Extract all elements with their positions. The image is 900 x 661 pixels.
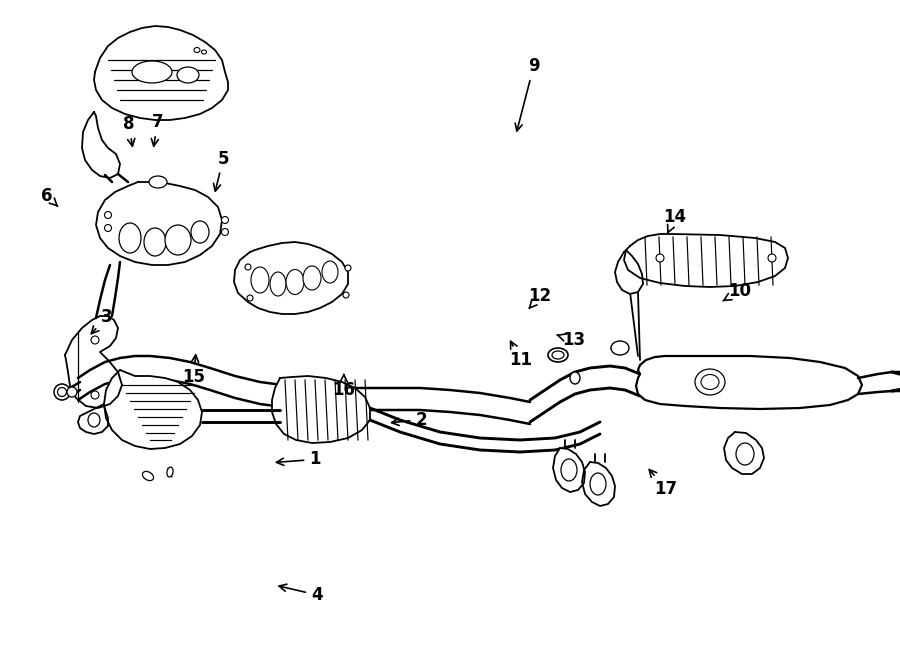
Ellipse shape	[54, 384, 70, 400]
Ellipse shape	[656, 254, 664, 262]
Ellipse shape	[202, 50, 206, 54]
Ellipse shape	[221, 217, 229, 223]
Polygon shape	[96, 182, 222, 265]
Polygon shape	[272, 376, 370, 443]
Ellipse shape	[166, 467, 173, 477]
Ellipse shape	[303, 266, 321, 290]
Ellipse shape	[67, 387, 77, 397]
Ellipse shape	[165, 225, 191, 255]
Text: 9: 9	[515, 57, 539, 131]
Ellipse shape	[149, 176, 167, 188]
Polygon shape	[65, 316, 122, 408]
Text: 5: 5	[213, 149, 229, 191]
Text: 8: 8	[123, 115, 135, 146]
Polygon shape	[234, 242, 348, 314]
Ellipse shape	[144, 228, 166, 256]
Polygon shape	[624, 234, 788, 287]
Ellipse shape	[88, 413, 100, 427]
Ellipse shape	[91, 336, 99, 344]
Text: 16: 16	[332, 375, 356, 399]
Ellipse shape	[345, 265, 351, 271]
Ellipse shape	[270, 272, 286, 296]
Ellipse shape	[590, 473, 606, 495]
Ellipse shape	[695, 369, 725, 395]
Ellipse shape	[611, 341, 629, 355]
Ellipse shape	[191, 221, 209, 243]
Ellipse shape	[91, 391, 99, 399]
Ellipse shape	[322, 261, 338, 283]
Ellipse shape	[194, 48, 200, 52]
Ellipse shape	[548, 348, 568, 362]
Polygon shape	[615, 250, 643, 294]
Ellipse shape	[343, 292, 349, 298]
Ellipse shape	[104, 225, 112, 231]
Polygon shape	[636, 356, 862, 409]
Polygon shape	[82, 112, 120, 178]
Ellipse shape	[768, 254, 776, 262]
Text: 12: 12	[528, 287, 552, 308]
Polygon shape	[104, 370, 202, 449]
Text: 2: 2	[392, 410, 427, 429]
Text: 6: 6	[41, 186, 58, 206]
Polygon shape	[724, 432, 764, 474]
Ellipse shape	[58, 387, 67, 397]
Ellipse shape	[251, 267, 269, 293]
Ellipse shape	[736, 443, 754, 465]
Text: 3: 3	[91, 308, 112, 334]
Polygon shape	[553, 448, 585, 492]
Polygon shape	[94, 26, 228, 120]
Ellipse shape	[119, 223, 141, 253]
Ellipse shape	[247, 295, 253, 301]
Ellipse shape	[104, 212, 112, 219]
Polygon shape	[582, 462, 615, 506]
Ellipse shape	[561, 459, 577, 481]
Text: 1: 1	[276, 450, 320, 469]
Ellipse shape	[570, 372, 580, 384]
Text: 13: 13	[557, 331, 586, 350]
Text: 7: 7	[151, 113, 163, 146]
Ellipse shape	[132, 61, 172, 83]
Ellipse shape	[221, 229, 229, 235]
Text: 10: 10	[723, 282, 752, 301]
Ellipse shape	[245, 264, 251, 270]
Ellipse shape	[552, 351, 564, 359]
Ellipse shape	[286, 270, 304, 295]
Text: 14: 14	[663, 208, 687, 233]
Text: 4: 4	[279, 584, 322, 604]
Polygon shape	[78, 404, 108, 434]
Ellipse shape	[177, 67, 199, 83]
Text: 15: 15	[182, 355, 205, 386]
Text: 17: 17	[649, 469, 678, 498]
Text: 11: 11	[508, 341, 532, 369]
Ellipse shape	[701, 375, 719, 389]
Ellipse shape	[142, 471, 154, 481]
